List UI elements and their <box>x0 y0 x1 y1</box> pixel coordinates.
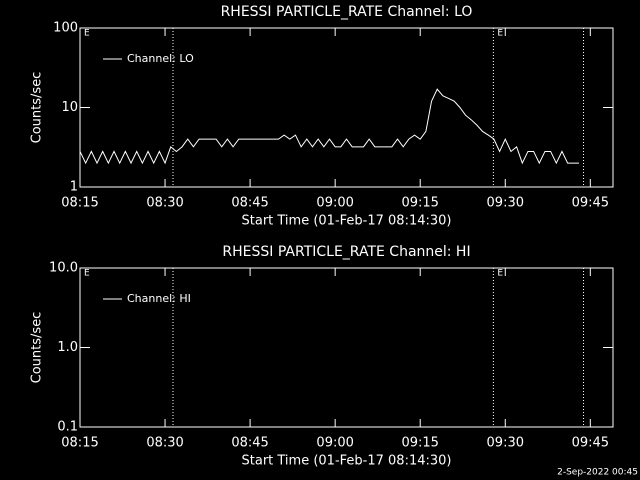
legend-label: Channel: LO <box>127 52 194 65</box>
x-tick-label: 09:00 <box>316 196 353 211</box>
x-tick-label: 09:30 <box>487 196 524 211</box>
x-tick-label: 09:00 <box>316 436 353 451</box>
data-line <box>79 88 579 165</box>
y-tick-label: 100 <box>53 21 78 36</box>
x-axis-label: Start Time (01-Feb-17 08:14:30) <box>242 454 452 469</box>
chart-title: RHESSI PARTICLE_RATE Channel: HI <box>222 244 470 260</box>
x-tick-label: 09:15 <box>401 436 438 451</box>
x-tick-label: 09:45 <box>572 196 609 211</box>
footer-date: 2-Sep-2022 00:45 <box>557 468 638 478</box>
x-tick-label: 08:30 <box>146 436 183 451</box>
x-tick-label: 09:30 <box>487 436 524 451</box>
event-marker: E <box>84 29 90 39</box>
x-axis-label: Start Time (01-Feb-17 08:14:30) <box>242 214 452 229</box>
legend-label: Channel: HI <box>127 292 191 305</box>
event-marker: E <box>84 269 90 279</box>
y-tick-label: 1.0 <box>57 340 78 355</box>
x-tick-label: 09:45 <box>572 436 609 451</box>
x-tick-label: 08:15 <box>61 196 98 211</box>
x-tick-label: 08:15 <box>61 436 98 451</box>
y-tick-label: 1 <box>70 180 78 195</box>
y-tick-label: 0.1 <box>57 420 78 435</box>
x-tick-label: 08:45 <box>231 196 268 211</box>
y-tick-label: 10.0 <box>49 261 78 276</box>
x-tick-label: 09:15 <box>401 196 438 211</box>
x-tick-label: 08:30 <box>146 196 183 211</box>
x-tick-label: 08:45 <box>231 436 268 451</box>
chart-title: RHESSI PARTICLE_RATE Channel: LO <box>221 4 473 20</box>
event-marker: E <box>497 29 503 39</box>
y-axis-label: Counts/sec <box>30 72 45 144</box>
event-marker: E <box>497 269 503 279</box>
y-tick-label: 10 <box>61 100 78 115</box>
y-axis-label: Counts/sec <box>30 312 45 384</box>
